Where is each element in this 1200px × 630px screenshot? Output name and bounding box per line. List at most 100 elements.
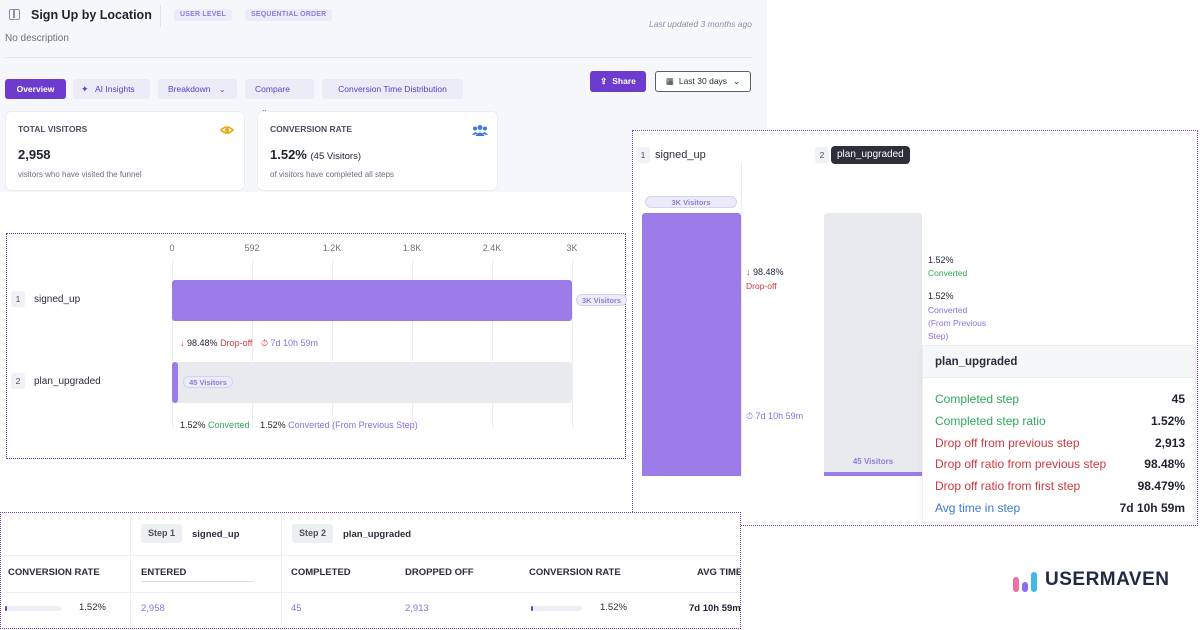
clock-icon: ⏱ [260, 338, 268, 348]
step-number: 1 [11, 291, 25, 307]
tab-breakdown-label: Breakdown [168, 84, 211, 94]
usermaven-logo-icon [1013, 572, 1037, 592]
col-divider [130, 513, 131, 628]
column-header[interactable]: DROPPED OFF [405, 567, 474, 578]
tooltip-value: 2,913 [1154, 435, 1185, 450]
sidebar-toggle-icon[interactable] [9, 9, 20, 20]
converted-prev-line: Step) [928, 331, 949, 341]
tooltip-key: Avg time in step [935, 501, 1021, 515]
tab-overview[interactable]: Overview [5, 79, 66, 99]
card-value: 1.52% (45 Visitors) [270, 147, 361, 162]
converted-value: 1.52% [180, 420, 206, 430]
usermaven-logo-text: USERMAVEN [1045, 569, 1170, 590]
tooltip-key: Completed step [935, 392, 1020, 406]
column-header[interactable]: COMPLETED [291, 567, 351, 578]
step-name: signed_up [192, 529, 240, 540]
converted-label: Converted [928, 268, 968, 278]
bar-signed_up[interactable] [172, 280, 572, 321]
tooltip-key: Drop off from previous step [935, 435, 1080, 450]
conversion-bar-fill [531, 606, 533, 611]
clock-icon: ⏱ [746, 411, 754, 421]
column-header[interactable]: AVG TIME [697, 567, 741, 578]
step-number: 2 [815, 147, 829, 163]
dropoff-value: 98.48% [753, 267, 784, 277]
row-label-signed-up: signed_up [34, 294, 81, 305]
table-cell-link[interactable]: 2,913 [405, 603, 429, 614]
column-header[interactable]: CONVERSION RATE [529, 567, 621, 578]
card-subtext: visitors who have visited the funnel [18, 170, 142, 179]
table-cell: 1.52% [79, 602, 106, 613]
dropoff-label: Drop-off [220, 338, 253, 348]
share-label: Share [612, 76, 636, 86]
table-cell-link[interactable]: 45 [291, 603, 302, 614]
converted-value: 1.52% [928, 255, 954, 265]
tooltip-value: 45 [1171, 392, 1185, 406]
table-cell: 7d 10h 59m [689, 603, 741, 614]
step-number: 1 [636, 147, 650, 163]
header-divider [5, 57, 752, 58]
gridline [332, 259, 333, 429]
tab-ai-insights[interactable]: ✦ AI Insights [73, 79, 150, 99]
column-header[interactable]: ENTERED [141, 567, 187, 578]
bar-plan_upgraded[interactable] [172, 362, 179, 403]
card-subtext: of visitors have completed all steps [270, 170, 395, 179]
card-value: 2,958 [18, 147, 51, 162]
step-name: signed_up [655, 149, 706, 161]
visitors-pill: 3K Visitors [645, 196, 737, 208]
step-tooltip: plan_upgraded Completed step 45 Completed … [922, 345, 1196, 523]
avg-time-value: 7d 10h 59m [755, 411, 804, 421]
converted-label: Converted [208, 420, 250, 430]
tooltip-key: Drop off ratio from first step [935, 479, 1081, 494]
dropoff-value: 98.48% [187, 338, 218, 348]
x-tick-label: 592 [244, 243, 260, 253]
col-divider [281, 513, 282, 628]
conversion-bar [531, 606, 582, 611]
tooltip-value: 1.52% [1150, 413, 1185, 428]
tooltip-value: 7d 10h 59m [1119, 501, 1185, 515]
tab-breakdown[interactable]: Breakdown ⌄ [158, 79, 237, 99]
table-cell-link[interactable]: 2,958 [141, 603, 165, 614]
tab-conversion-time-distribution[interactable]: Conversion Time Distribution [322, 79, 463, 99]
tab-ai-insights-label: AI Insights [95, 84, 135, 94]
share-button[interactable]: ⇪ Share [590, 71, 646, 92]
funnel-chart [6, 233, 626, 459]
step2-track[interactable] [824, 213, 922, 476]
sparkle-icon: ✦ [81, 84, 89, 94]
dropoff-annotation: ↓ 98.48% [746, 267, 784, 277]
step2-visitors-label: 45 Visitors [852, 457, 894, 466]
converted-prev-label: Converted (From Previous Step) [288, 420, 418, 430]
step-number: 2 [11, 373, 25, 389]
step1-bar[interactable] [642, 213, 741, 476]
tooltip-value: 98.48% [1144, 457, 1185, 472]
column-header[interactable]: CONVERSION RATE [8, 567, 100, 578]
arrow-down-icon: ↓ [746, 267, 751, 277]
tab-compare[interactable]: Compare ⌄ [245, 79, 314, 114]
funnel-table: Step 1 signed_up Step 2 plan_upgraded CO… [0, 512, 741, 629]
chevron-down-icon: ⌄ [733, 76, 741, 86]
avg-time-value: 7d 10h 59m [270, 338, 319, 348]
tooltip-key: Completed step ratio [935, 413, 1046, 428]
description-text: No description [5, 33, 69, 44]
card-label: CONVERSION RATE [270, 124, 353, 134]
x-tick-label: 3K [566, 243, 578, 253]
users-icon [472, 125, 488, 136]
card-label: TOTAL VISITORS [18, 124, 88, 134]
divider [160, 5, 161, 27]
share-icon: ⇪ [600, 76, 608, 86]
step-tag: Step 1 [141, 524, 183, 543]
tooltip-key: Drop off ratio from previous step [935, 457, 1107, 472]
chevron-down-icon: ⌄ [261, 105, 268, 114]
user-level-badge: USER LEVEL [174, 9, 232, 21]
bar-visitors-label: 45 Visitors [183, 376, 233, 388]
date-range-select[interactable]: ▦ Last 30 days ⌄ [655, 71, 751, 92]
tooltip-title: plan_upgraded [935, 356, 1018, 368]
gridline [492, 259, 493, 429]
total-visitors-card: TOTAL VISITORS 2,958 visitors who have v… [5, 111, 245, 191]
step2-bar[interactable] [824, 472, 922, 476]
step-name-tag: plan_upgraded [831, 146, 910, 164]
step-name: plan_upgraded [343, 529, 412, 540]
page-title: Sign Up by Location [31, 8, 152, 22]
eye-icon [220, 126, 234, 134]
dropoff-label: Drop-off [746, 281, 777, 291]
bar-visitors-label: 3K Visitors [576, 294, 628, 306]
